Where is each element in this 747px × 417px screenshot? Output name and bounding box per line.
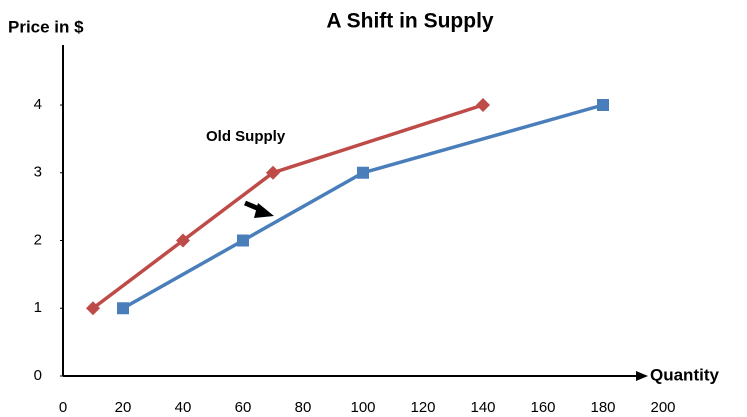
x-tick-label: 160 [530, 399, 555, 416]
point [237, 234, 249, 247]
series-line [91, 103, 484, 310]
series-line [122, 103, 604, 310]
y-tick-label: 0 [34, 367, 42, 384]
x-tick-label: 100 [350, 399, 375, 416]
annotation: Old Supply [206, 128, 286, 145]
x-tick-label: 140 [470, 399, 495, 416]
y-tick-label: 1 [34, 299, 42, 316]
point [86, 301, 100, 316]
x-tick-label: 180 [590, 399, 615, 416]
x-axis-arrow [636, 371, 648, 381]
y-tick-label: 2 [34, 231, 42, 248]
x-tick-label: 20 [115, 399, 132, 416]
x-tick-label: 120 [410, 399, 435, 416]
x-axis-label: Quantity [650, 365, 719, 384]
x-tick-label: 40 [175, 399, 192, 416]
x-tick-label: 60 [235, 399, 252, 416]
shift-arrow [244, 200, 274, 218]
point [176, 233, 190, 248]
point [266, 165, 280, 180]
point [476, 98, 490, 112]
y-tick-label: 4 [34, 96, 42, 113]
x-tick-label: 200 [650, 399, 675, 416]
point [357, 166, 369, 179]
y-axis-label: Price in $ [8, 17, 84, 36]
point [117, 302, 129, 315]
point [597, 99, 609, 111]
y-tick-label: 3 [34, 164, 42, 181]
x-tick-label: 80 [295, 399, 312, 416]
x-tick-label: 0 [59, 399, 67, 416]
chart-title: A Shift in Supply [326, 10, 494, 33]
